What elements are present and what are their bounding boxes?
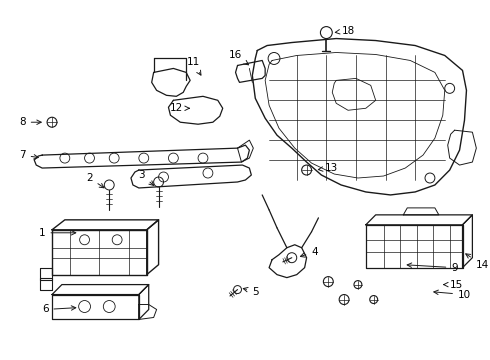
Text: 1: 1 (39, 228, 76, 238)
Text: 3: 3 (139, 170, 154, 185)
Text: 17: 17 (0, 359, 1, 360)
Text: 11: 11 (187, 58, 201, 75)
Text: 12: 12 (170, 103, 189, 113)
Text: 10: 10 (434, 289, 471, 300)
Text: 16: 16 (229, 50, 248, 65)
Text: 13: 13 (318, 163, 338, 173)
Text: 5: 5 (243, 287, 259, 297)
Text: 6: 6 (42, 305, 76, 315)
Text: 8: 8 (19, 117, 41, 127)
Text: 18: 18 (335, 26, 355, 36)
Text: 7: 7 (19, 150, 38, 160)
Text: 15: 15 (443, 280, 463, 289)
Text: 14: 14 (466, 254, 489, 270)
Text: 2: 2 (86, 173, 104, 188)
Text: 9: 9 (407, 263, 458, 273)
Text: 4: 4 (300, 247, 318, 257)
